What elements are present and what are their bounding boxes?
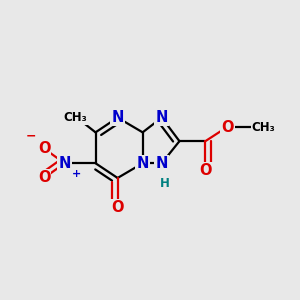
Text: O: O: [111, 200, 124, 215]
Text: CH₃: CH₃: [252, 121, 275, 134]
Text: +: +: [72, 169, 81, 179]
Text: CH₃: CH₃: [63, 111, 87, 124]
Text: N: N: [111, 110, 124, 125]
Text: O: O: [38, 141, 50, 156]
Text: O: O: [38, 170, 50, 185]
Text: O: O: [199, 163, 212, 178]
Text: N: N: [136, 156, 149, 171]
Text: O: O: [221, 119, 233, 134]
Text: −: −: [25, 129, 36, 142]
Text: N: N: [58, 156, 71, 171]
Text: H: H: [160, 177, 170, 190]
Text: N: N: [156, 110, 168, 125]
Text: N: N: [156, 156, 168, 171]
